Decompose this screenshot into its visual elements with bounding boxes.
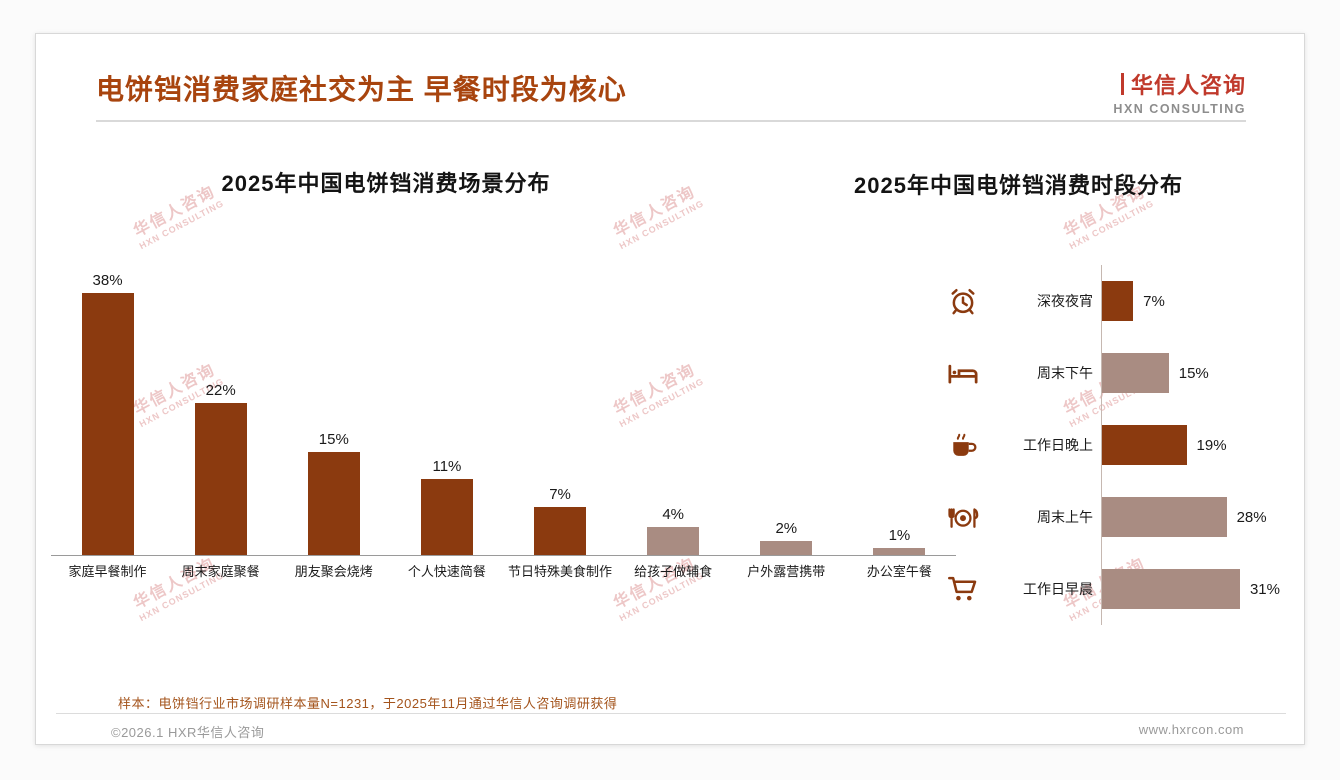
- watermark-line1: 华信人咨询: [131, 555, 219, 613]
- category-label: 工作日早晨: [1023, 581, 1093, 597]
- time-slot-row: 周末上午 28%: [941, 481, 1291, 553]
- alarm-clock-icon: [947, 285, 979, 317]
- bar: [760, 541, 813, 555]
- value-label: 11%: [432, 458, 462, 476]
- time-slot-row: 深夜夜宵 7%: [941, 265, 1291, 337]
- category-label: 户外露营携带: [747, 564, 826, 579]
- bar: [307, 451, 360, 555]
- watermark-line2: HXN CONSULTING: [137, 198, 226, 252]
- watermark-line2: HXN CONSULTING: [1067, 198, 1156, 252]
- value-label: 38%: [92, 271, 123, 289]
- page-title: 电饼铛消费家庭社交为主 早餐时段为核心: [96, 74, 627, 105]
- website-url: www.hxrcon.com: [1138, 722, 1244, 737]
- bar: [1102, 569, 1240, 609]
- bar: [647, 527, 700, 555]
- bar: [1102, 497, 1227, 537]
- logo-subtitle: HXN CONSULTING: [1113, 102, 1246, 116]
- logo-name: 华信人咨询: [1130, 73, 1246, 98]
- bar: [1102, 353, 1169, 393]
- bar-column: 15%: [277, 430, 390, 555]
- time-slot-row: 工作日早晨 31%: [941, 553, 1291, 625]
- bed-icon: [947, 357, 979, 389]
- category-label: 个人快速简餐: [407, 564, 486, 579]
- category-label: 朋友聚会烧烤: [294, 564, 373, 579]
- category-label: 周末上午: [1037, 509, 1093, 525]
- cart-icon: [947, 573, 979, 605]
- bar: [873, 548, 926, 555]
- bar-column: 7%: [504, 486, 617, 555]
- footer-divider: [56, 713, 1286, 714]
- value-label: 7%: [549, 485, 571, 503]
- bar-area: 15%: [1101, 337, 1291, 409]
- bar-area: 28%: [1101, 481, 1291, 553]
- footer: ©2026.1 HXR华信人咨询 www.hxrcon.com: [111, 722, 1244, 741]
- bar: [1102, 425, 1187, 465]
- scene-bar-chart: 38% 22% 15% 11% 7% 4% 2% 1%: [51, 259, 956, 556]
- left-chart-title: 2025年中国电饼铛消费场景分布: [221, 171, 551, 196]
- time-slot-row: 周末下午 15%: [941, 337, 1291, 409]
- value-label: 4%: [662, 506, 685, 524]
- category-label: 给孩子做辅食: [634, 564, 713, 579]
- bar: [194, 403, 247, 555]
- bar-area: 31%: [1101, 553, 1291, 625]
- report-card: 华信人咨询 HXN CONSULTING 华信人咨询 HXN CONSULTING 华信…: [35, 33, 1305, 745]
- category-label: 办公室午餐: [866, 564, 932, 579]
- dining-icon: [947, 501, 979, 533]
- scene-bar-chart-labels: 家庭早餐制作 周末家庭聚餐 朋友聚会烧烤 个人快速简餐 节日特殊美食制作 给孩子做辅食 户外…: [51, 561, 956, 580]
- copyright-text: ©2026.1 HXR华信人咨询: [111, 725, 265, 740]
- category-label: 家庭早餐制作: [68, 564, 147, 579]
- logo-mark-icon: [1120, 73, 1124, 95]
- watermark-line2: HXN CONSULTING: [617, 198, 706, 252]
- category-label: 周末下午: [1037, 365, 1093, 381]
- sample-note: 样本：电饼铛行业市场调研样本量N=1231，于2025年11月通过华信人咨询调研…: [118, 696, 618, 711]
- bar-area: 7%: [1101, 265, 1291, 337]
- header-divider: [96, 120, 1246, 122]
- value-label: 22%: [205, 382, 236, 400]
- bar-column: 22%: [164, 382, 277, 555]
- value-label: 2%: [775, 520, 798, 538]
- bar: [534, 506, 587, 555]
- value-label: 1%: [888, 527, 911, 545]
- value-label: 7%: [1143, 292, 1165, 310]
- value-label: 15%: [1178, 364, 1209, 382]
- value-label: 19%: [1196, 436, 1227, 454]
- bar: [81, 292, 134, 555]
- category-label: 深夜夜宵: [1037, 293, 1093, 309]
- bar-area: 19%: [1101, 409, 1291, 481]
- category-label: 节日特殊美食制作: [508, 564, 613, 579]
- bar-column: 4%: [617, 506, 730, 555]
- time-slot-row: 工作日晚上 19%: [941, 409, 1291, 481]
- value-label: 15%: [318, 430, 349, 448]
- coffee-icon: [947, 429, 979, 461]
- company-logo: 华信人咨询 HXN CONSULTING: [1113, 68, 1246, 116]
- header: 电饼铛消费家庭社交为主 早餐时段为核心 华信人咨询 HXN CONSULTING: [96, 68, 1246, 116]
- value-label: 31%: [1249, 580, 1280, 598]
- category-label: 周末家庭聚餐: [181, 564, 260, 579]
- category-label: 工作日晚上: [1023, 437, 1093, 453]
- bar-column: 11%: [390, 458, 503, 555]
- watermark-line1: 华信人咨询: [611, 555, 699, 613]
- bar-column: 1%: [843, 527, 956, 555]
- bar: [1102, 281, 1134, 321]
- bar-column: 38%: [51, 272, 164, 555]
- value-label: 28%: [1236, 508, 1267, 526]
- right-chart-title: 2025年中国电饼铛消费时段分布: [854, 173, 1183, 198]
- bar: [420, 479, 473, 555]
- bar-column: 2%: [730, 520, 843, 555]
- time-bar-chart: 深夜夜宵 7% 周末下午 15% 工作日晚上 19% 周末上午 28% 工作日早晨 31%: [941, 265, 1291, 625]
